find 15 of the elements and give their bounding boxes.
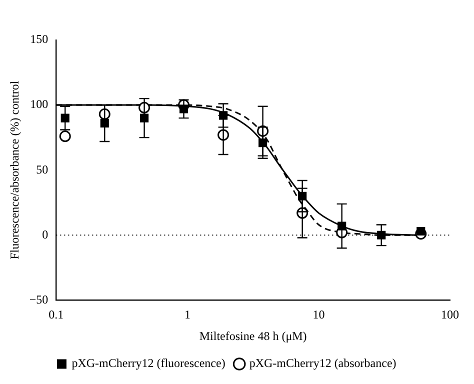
legend-label: pXG-mCherry12 (absorbance) bbox=[249, 356, 396, 370]
x-tick-label: 1 bbox=[184, 308, 190, 322]
y-tick-label: 100 bbox=[30, 97, 48, 112]
point bbox=[416, 226, 426, 236]
y-axis-title: Fluorescence/absorbance (%) control bbox=[7, 80, 22, 260]
y-tick-label: 50 bbox=[36, 162, 48, 176]
point bbox=[59, 130, 71, 142]
legend-label: pXG-mCherry12 (fluorescence) bbox=[72, 356, 226, 370]
x-tick-label: 0.1 bbox=[48, 308, 64, 322]
x-tick-label: 10 bbox=[312, 308, 325, 322]
y-tick-label: 0 bbox=[42, 227, 48, 242]
y-tick-label: −50 bbox=[29, 292, 48, 306]
y-tick-label: 150 bbox=[30, 32, 48, 46]
x-tick-label: 100 bbox=[441, 308, 459, 322]
x-axis-title: Miltefosine 48 h (μM) bbox=[199, 328, 307, 343]
